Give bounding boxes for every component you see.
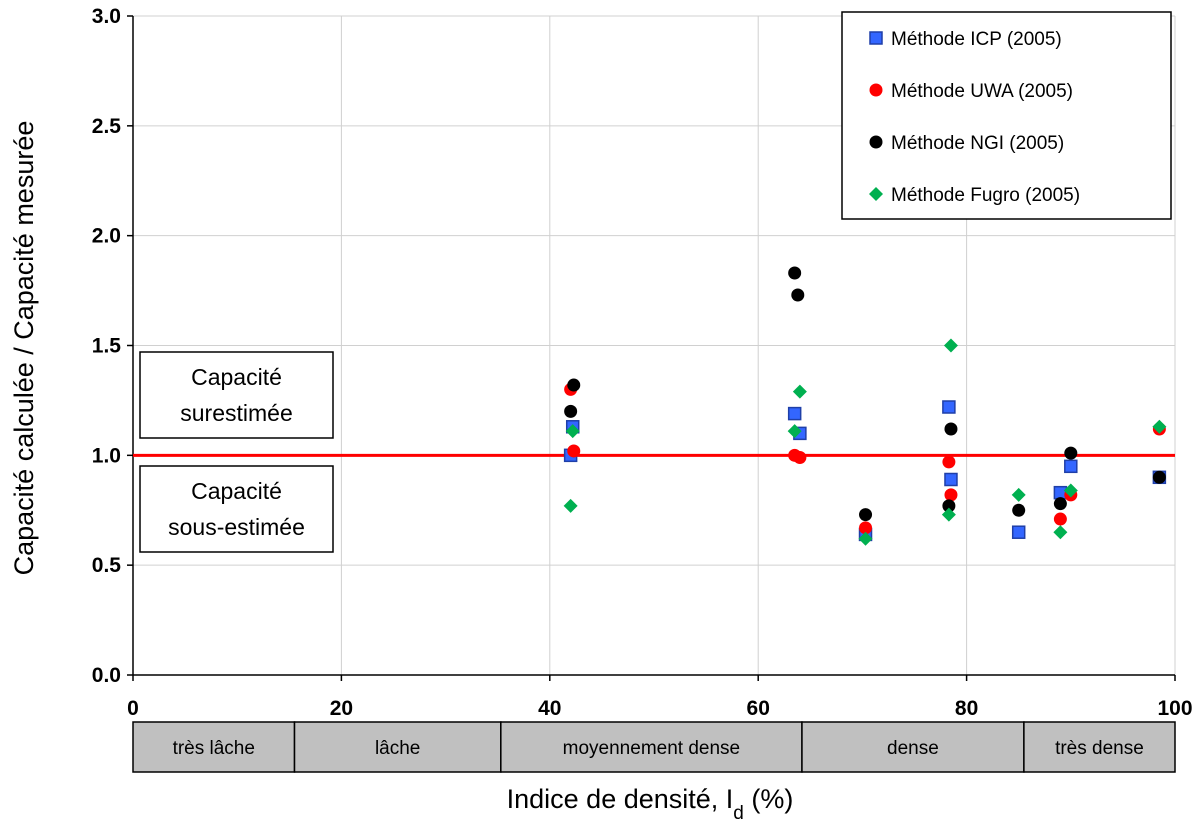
x-axis-title: Indice de densité, Id (%) [507,784,794,819]
point-s2-7 [1012,503,1026,517]
annotations: Capacité surestimée Capacité sous-estimée [139,351,334,553]
annotation-text-over-1: surestimée [180,400,292,426]
x-tick-label-60: 60 [747,697,770,720]
plot-area [127,15,1176,681]
point-s3-8 [1053,525,1068,540]
point-s0-9 [1064,459,1078,474]
point-s1-7 [1053,512,1067,526]
zone-label-4: très dense [1055,738,1144,759]
x-tick-label-0: 0 [127,697,139,720]
point-s0-5 [942,400,956,414]
y-axis-title: Capacité calculée / Capacité mesurée [9,121,39,576]
y-tick-label-3: 1.5 [92,335,122,358]
annotation-text-under-1: sous-estimée [168,514,305,540]
legend-marker-3 [869,187,883,201]
x-tick-label-80: 80 [955,697,978,720]
point-s3-10 [1152,419,1167,434]
point-s0-8 [1053,485,1068,500]
point-s1-3 [793,451,807,465]
point-s2-6 [942,499,956,513]
point-s3-0 [563,498,578,513]
y-tick-label-2: 1.0 [92,444,121,467]
legend-label-3: Méthode Fugro (2005) [891,185,1080,206]
y-tick-label-5: 2.5 [92,115,122,138]
point-s3-1 [565,424,580,439]
x-tick-labels: 0 20 40 60 80 100 [127,697,1192,720]
density-zones: très lâche lâche moyennement dense dense trè… [132,721,1176,773]
point-s1-1 [567,444,581,458]
point-s1-6 [944,488,958,502]
legend-label-2: Méthode NGI (2005) [891,133,1064,154]
point-s0-6 [944,472,958,487]
point-s2-10 [1152,470,1166,484]
zone-label-2: moyennement dense [563,738,740,759]
x-tick-label-40: 40 [538,697,561,720]
zone-label-0: très lâche [173,738,255,759]
point-s2-8 [1053,497,1067,511]
point-s2-2 [788,266,802,280]
point-s2-0 [564,404,578,418]
point-s3-5 [943,338,958,353]
zone-box-3 [801,721,1025,773]
zone-label-3: dense [887,738,939,759]
point-s3-7 [1011,487,1026,502]
point-s2-5 [944,422,958,436]
annotation-box-under [139,465,334,553]
zone-box-4 [1023,721,1176,773]
x-tick-label-100: 100 [1157,697,1192,720]
zone-box-0 [132,721,296,773]
legend-label-1: Méthode UWA (2005) [891,81,1073,102]
annotation-box-over [139,351,334,439]
annotation-text-over-0: Capacité [191,364,282,390]
data-points [563,266,1167,546]
point-s2-9 [1064,446,1078,460]
legend-box [841,11,1172,220]
legend-marker-2 [869,135,883,149]
zone-box-1 [293,721,502,773]
legend: Méthode ICP (2005) Méthode UWA (2005) Méth… [841,11,1172,220]
point-s3-4 [858,531,873,546]
point-s3-3 [792,384,807,399]
point-s2-3 [791,288,805,302]
legend-marker-0 [869,31,883,45]
point-s3-6 [941,507,956,522]
point-s0-7 [1011,525,1026,539]
point-s3-9 [1063,483,1078,498]
x-tick-label-20: 20 [330,697,353,720]
point-s2-1 [567,378,581,392]
legend-marker-1 [869,83,883,97]
point-s1-4 [859,521,873,535]
legend-label-0: Méthode ICP (2005) [891,29,1062,50]
y-tick-label-6: 3.0 [92,5,121,28]
point-s1-5 [942,455,956,469]
zone-label-1: lâche [375,738,420,759]
y-tick-label-0: 0.0 [92,664,121,687]
y-tick-label-1: 0.5 [92,554,122,577]
annotation-text-under-0: Capacité [191,478,282,504]
point-s2-4 [859,508,873,522]
y-tick-label-4: 2.0 [92,225,121,248]
y-tick-labels: 0.0 0.5 1.0 1.5 2.0 2.5 3.0 [92,5,122,687]
point-s3-2 [787,424,802,439]
point-s0-2 [787,406,802,421]
